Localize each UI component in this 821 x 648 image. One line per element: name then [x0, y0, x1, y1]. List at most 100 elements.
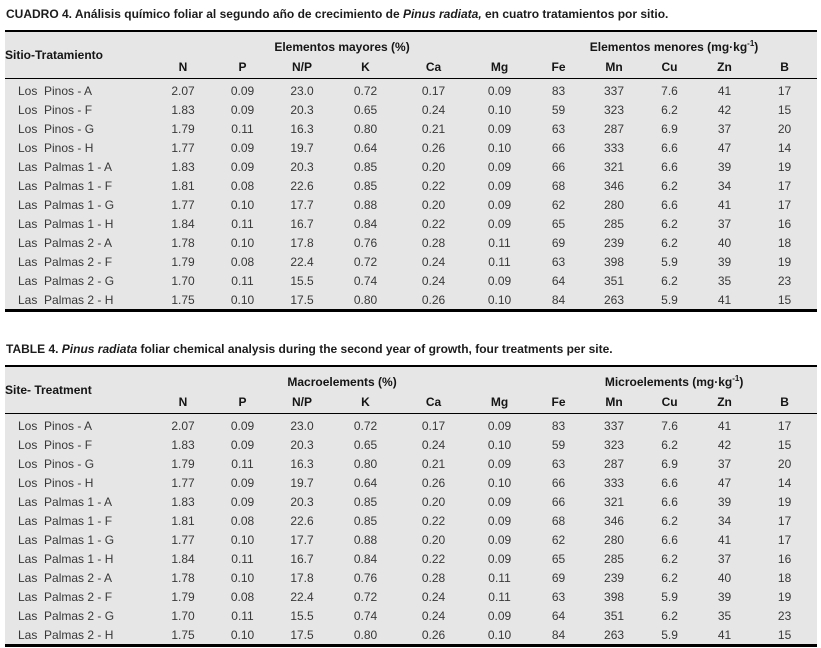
- value-cell: 0.10: [230, 197, 255, 212]
- value-cell: 20: [777, 456, 792, 471]
- value-cell: 15: [777, 627, 792, 642]
- value-cell: 0.72: [353, 254, 378, 269]
- value-cell: 0.24: [421, 102, 446, 117]
- value-cell: 19: [777, 589, 792, 604]
- value-cell: 66: [551, 475, 566, 490]
- value-cell: 35: [717, 273, 732, 288]
- site-treatment-cell: Los Pinos - A: [18, 418, 93, 433]
- value-cell: 0.11: [231, 608, 254, 623]
- value-cell: 0.09: [487, 513, 512, 528]
- caption-part: Pinus radiata,: [402, 7, 482, 21]
- value-cell: 37: [717, 551, 732, 566]
- value-cell: 22.4: [290, 589, 314, 604]
- value-cell: 18: [777, 570, 792, 585]
- value-cell: 0.74: [353, 608, 378, 623]
- value-cell: 1.83: [171, 437, 195, 452]
- table-row: Los Pinos - G 1.79 0.11 16.3 0.80 0.21 0.09 63 2…: [5, 454, 817, 473]
- site-treatment-cell: Las Palmas 1 - G: [18, 532, 115, 547]
- value-cell: 40: [717, 235, 732, 250]
- column-header-cu: Cu: [642, 390, 698, 414]
- table-row: Los Pinos - A 2.07 0.09 23.0 0.72 0.17 0.09 83 3…: [5, 79, 817, 101]
- value-cell: 346: [604, 178, 625, 193]
- value-cell: 41: [717, 627, 732, 642]
- foliar-analysis-table-es: Sitio-Tratamiento Elementos mayores (%) …: [5, 30, 818, 312]
- column-header-row: N P N/P K Ca Mg Fe Mn Cu Zn B: [5, 55, 818, 79]
- value-cell: 0.17: [421, 83, 446, 98]
- value-cell: 34: [717, 178, 732, 193]
- value-cell: 40: [717, 570, 732, 585]
- table-row: Las Palmas 1 - A 1.83 0.09 20.3 0.85 0.20 0.09…: [5, 157, 817, 176]
- value-cell: 23.0: [290, 418, 314, 433]
- column-header-n: N: [153, 55, 213, 79]
- value-cell: 0.11: [231, 456, 254, 471]
- value-cell: 280: [604, 532, 625, 547]
- value-cell: 333: [604, 475, 625, 490]
- value-cell: 0.22: [421, 216, 446, 231]
- value-cell: 17.8: [290, 235, 314, 250]
- column-header-b: B: [752, 55, 818, 79]
- site-treatment-cell: Las Palmas 1 - A: [18, 159, 113, 174]
- column-header-mn: Mn: [586, 55, 643, 79]
- value-cell: 1.83: [171, 159, 195, 174]
- value-cell: 6.2: [661, 235, 678, 250]
- site-treatment-cell: Los Pinos - A: [18, 83, 93, 98]
- value-cell: 0.21: [421, 121, 446, 136]
- site-treatment-cell: Las Palmas 2 - A: [18, 570, 113, 585]
- value-cell: 17.7: [290, 532, 314, 547]
- value-cell: 15.5: [290, 608, 314, 623]
- value-cell: 1.79: [171, 456, 195, 471]
- value-cell: 0.11: [488, 235, 511, 250]
- value-cell: 0.24: [421, 273, 446, 288]
- value-cell: 0.11: [488, 254, 511, 269]
- spanish-table-section: CUADRO 4. Análisis químico foliar al seg…: [5, 6, 818, 312]
- value-cell: 0.10: [487, 102, 512, 117]
- value-cell: 0.09: [487, 216, 512, 231]
- value-cell: 17: [777, 178, 792, 193]
- value-cell: 84: [551, 292, 566, 307]
- value-cell: 7.6: [661, 83, 678, 98]
- column-header-zn: Zn: [697, 55, 753, 79]
- value-cell: 0.88: [353, 197, 378, 212]
- site-treatment-cell: Las Palmas 1 - H: [18, 551, 114, 566]
- value-cell: 66: [551, 494, 566, 509]
- value-cell: 5.9: [661, 254, 678, 269]
- value-cell: 16: [777, 216, 792, 231]
- value-cell: 6.2: [661, 551, 678, 566]
- value-cell: 1.83: [171, 494, 195, 509]
- value-cell: 37: [717, 121, 732, 136]
- table-row: Las Palmas 1 - H 1.84 0.11 16.7 0.84 0.22 0.09…: [5, 214, 817, 233]
- column-header-k: K: [332, 55, 399, 79]
- site-treatment-cell: Las Palmas 2 - H: [18, 627, 114, 642]
- value-cell: 15.5: [290, 273, 314, 288]
- value-cell: 16.3: [290, 456, 314, 471]
- value-cell: 0.76: [353, 235, 378, 250]
- value-cell: 0.10: [487, 292, 512, 307]
- value-cell: 17: [777, 532, 792, 547]
- value-cell: 6.2: [661, 102, 678, 117]
- value-cell: 0.11: [231, 551, 254, 566]
- value-cell: 0.09: [487, 532, 512, 547]
- site-treatment-cell: Las Palmas 1 - G: [18, 197, 115, 212]
- value-cell: 41: [717, 292, 732, 307]
- value-cell: 1.77: [171, 140, 195, 155]
- value-cell: 0.72: [353, 589, 378, 604]
- value-cell: 0.85: [353, 178, 378, 193]
- value-cell: 20.3: [290, 494, 314, 509]
- value-cell: 84: [551, 627, 566, 642]
- value-cell: 0.84: [353, 216, 378, 231]
- value-cell: 0.09: [487, 608, 512, 623]
- value-cell: 0.26: [421, 292, 446, 307]
- value-cell: 0.08: [230, 254, 255, 269]
- table-body: Los Pinos - A 2.07 0.09 23.0 0.72 0.17 0.09 83 3…: [5, 414, 817, 646]
- value-cell: 7.6: [661, 418, 678, 433]
- microelements-group-header: Microelements (mg·kg-1): [531, 366, 817, 390]
- value-cell: 22.6: [290, 513, 314, 528]
- value-cell: 0.28: [421, 570, 446, 585]
- site-treatment-cell: Las Palmas 2 - F: [18, 254, 113, 269]
- table-row: Las Palmas 1 - H 1.84 0.11 16.7 0.84 0.22 0.09…: [5, 549, 817, 568]
- value-cell: 16.7: [290, 216, 314, 231]
- value-cell: 42: [717, 437, 732, 452]
- value-cell: 6.9: [661, 121, 678, 136]
- value-cell: 0.80: [353, 456, 378, 471]
- value-cell: 0.64: [353, 475, 378, 490]
